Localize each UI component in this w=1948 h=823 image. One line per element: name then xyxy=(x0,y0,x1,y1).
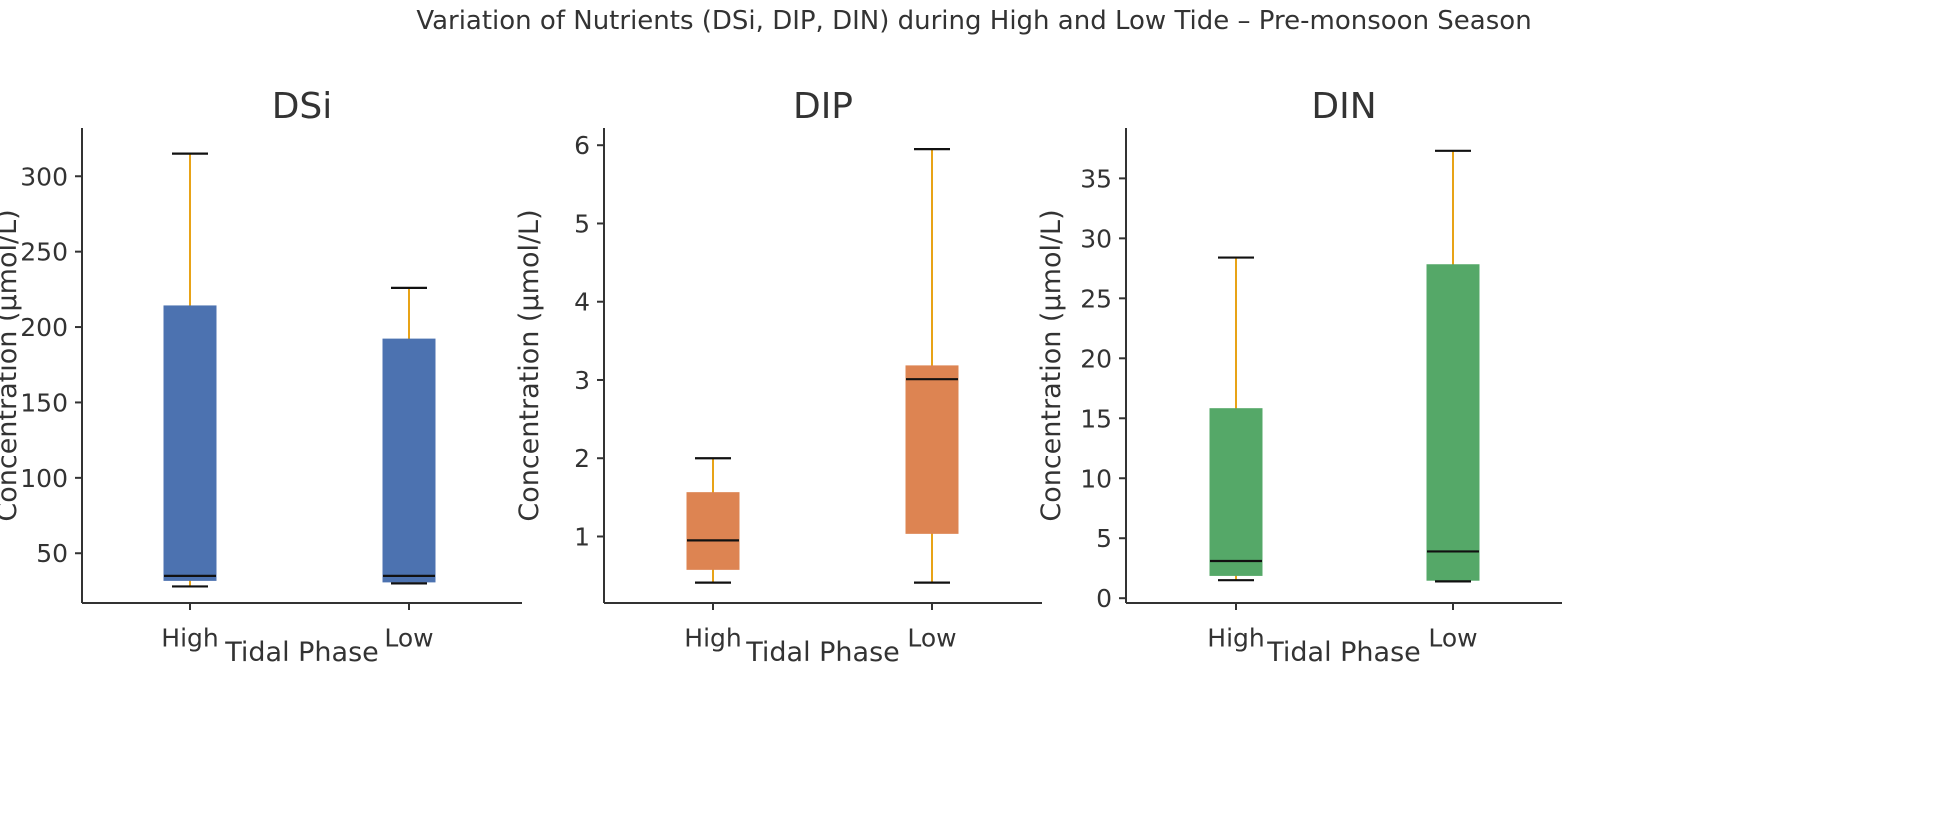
x-tick-label: High xyxy=(161,623,218,652)
iqr-box xyxy=(686,492,740,570)
y-tick-label: 35 xyxy=(1080,164,1112,193)
box-low xyxy=(382,286,436,585)
iqr-box xyxy=(1209,408,1263,576)
y-tick-label: 6 xyxy=(574,131,590,160)
panel-title: DIN xyxy=(1311,86,1376,127)
y-tick-label: 50 xyxy=(36,539,68,568)
y-axis-label: Concentration (µmol/L) xyxy=(1036,209,1067,521)
panel-din: DIN Tidal Phase Concentration (µmol/L) 0… xyxy=(1036,86,1562,668)
figure-title: Variation of Nutrients (DSi, DIP, DIN) d… xyxy=(416,6,1531,36)
x-tick-label: Low xyxy=(384,623,433,652)
iqr-box xyxy=(1426,264,1480,581)
y-tick-label: 200 xyxy=(20,313,68,342)
y-tick-label: 150 xyxy=(20,388,68,417)
y-tick-label: 5 xyxy=(1096,524,1112,553)
panel-title: DIP xyxy=(793,86,853,127)
y-tick-label: 300 xyxy=(20,162,68,191)
box-high xyxy=(1209,256,1263,582)
box-low xyxy=(1426,149,1480,583)
y-tick-label: 25 xyxy=(1080,284,1112,313)
x-axis-label: Tidal Phase xyxy=(224,637,379,668)
x-axis-label: Tidal Phase xyxy=(745,637,900,668)
iqr-box xyxy=(382,338,436,583)
x-tick-label: High xyxy=(1207,623,1264,652)
y-tick-label: 10 xyxy=(1080,464,1112,493)
x-tick-label: Low xyxy=(1428,623,1477,652)
iqr-box xyxy=(163,305,217,581)
y-tick-label: 100 xyxy=(20,464,68,493)
y-tick-label: 0 xyxy=(1096,584,1112,613)
box-high xyxy=(163,152,217,588)
iqr-box xyxy=(905,365,959,534)
y-tick-label: 250 xyxy=(20,238,68,267)
panel-title: DSi xyxy=(272,86,333,127)
box-low xyxy=(905,148,959,584)
x-tick-label: High xyxy=(684,623,741,652)
box-high xyxy=(686,457,740,584)
y-axis-label: Concentration (µmol/L) xyxy=(0,209,23,521)
y-tick-label: 5 xyxy=(574,209,590,238)
x-axis-label: Tidal Phase xyxy=(1266,637,1421,668)
y-axis-label: Concentration (µmol/L) xyxy=(514,209,545,521)
panel-dip: DIP Tidal Phase Concentration (µmol/L) 1… xyxy=(514,86,1042,668)
y-tick-label: 2 xyxy=(574,444,590,473)
y-tick-label: 15 xyxy=(1080,404,1112,433)
x-tick-label: Low xyxy=(907,623,956,652)
y-tick-label: 3 xyxy=(574,366,590,395)
y-tick-label: 1 xyxy=(574,522,590,551)
y-tick-label: 4 xyxy=(574,288,590,317)
y-tick-label: 20 xyxy=(1080,344,1112,373)
panel-dsi: DSi Tidal Phase Concentration (µmol/L) 5… xyxy=(0,86,522,668)
y-tick-label: 30 xyxy=(1080,224,1112,253)
